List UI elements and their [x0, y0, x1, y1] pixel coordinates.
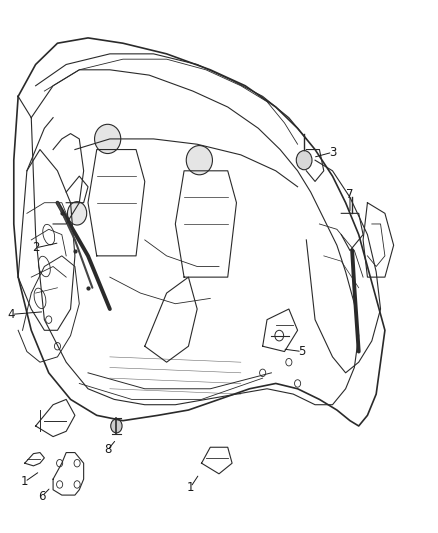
Text: 7: 7 [346, 188, 354, 201]
Text: 4: 4 [8, 308, 15, 321]
Text: 8: 8 [104, 443, 111, 456]
Text: 1: 1 [21, 475, 28, 488]
Circle shape [111, 419, 122, 433]
Ellipse shape [186, 146, 212, 175]
Text: 5: 5 [298, 345, 306, 358]
Circle shape [67, 201, 87, 225]
Text: 6: 6 [39, 490, 46, 503]
Text: 1: 1 [187, 481, 194, 494]
Circle shape [296, 151, 312, 169]
Ellipse shape [95, 124, 121, 154]
Text: 3: 3 [329, 146, 336, 159]
Text: 2: 2 [32, 241, 39, 254]
